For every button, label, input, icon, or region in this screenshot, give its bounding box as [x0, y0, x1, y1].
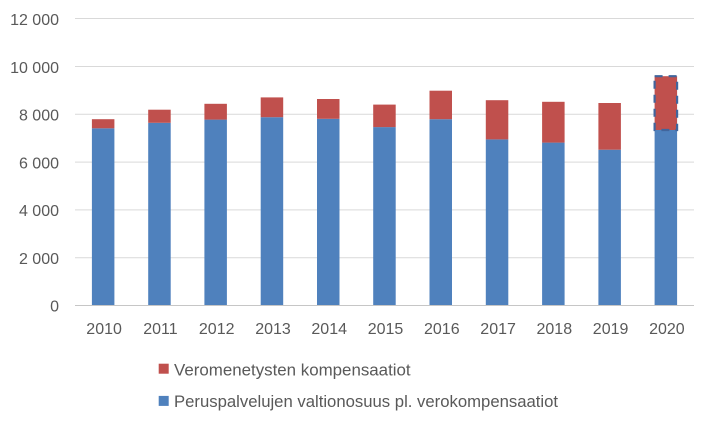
svg-text:0: 0 — [50, 299, 59, 316]
svg-text:2018: 2018 — [537, 321, 573, 338]
svg-text:2014: 2014 — [311, 321, 347, 338]
svg-text:2012: 2012 — [199, 321, 235, 338]
svg-text:2017: 2017 — [480, 321, 516, 338]
svg-text:2016: 2016 — [424, 321, 460, 338]
svg-text:8 000: 8 000 — [19, 108, 59, 125]
svg-text:2020: 2020 — [649, 321, 685, 338]
svg-text:10 000: 10 000 — [10, 60, 59, 77]
svg-text:2019: 2019 — [593, 321, 629, 338]
svg-text:2010: 2010 — [86, 321, 122, 338]
svg-text:2 000: 2 000 — [19, 251, 59, 268]
svg-text:6 000: 6 000 — [19, 155, 59, 172]
svg-text:Peruspalvelujen valtionosuus p: Peruspalvelujen valtionosuus pl. verokom… — [174, 392, 558, 411]
svg-text:4 000: 4 000 — [19, 203, 59, 220]
svg-text:Veromenetysten kompensaatiot: Veromenetysten kompensaatiot — [174, 361, 411, 380]
svg-text:12 000: 12 000 — [10, 12, 59, 29]
svg-text:2015: 2015 — [368, 321, 404, 338]
svg-text:2013: 2013 — [255, 321, 291, 338]
svg-text:2011: 2011 — [143, 321, 178, 338]
